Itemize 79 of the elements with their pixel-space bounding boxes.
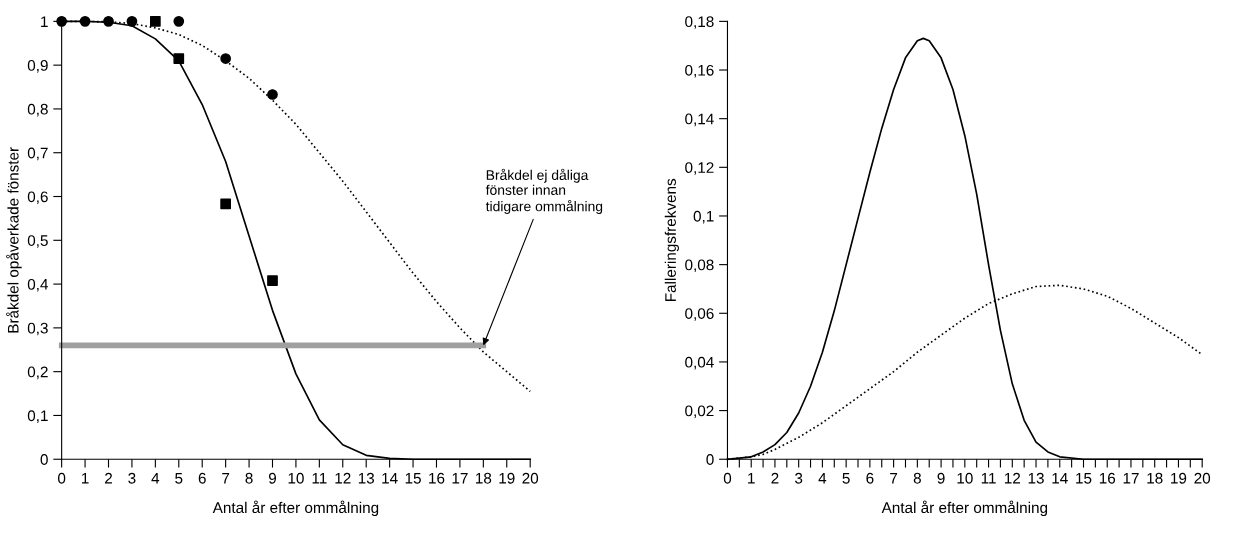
y-tick-label: 0,1 [27, 410, 48, 423]
x-tick-label: 9 [268, 472, 277, 484]
y-axis-title: Bråkdel opåverkade fönster [6, 147, 22, 333]
x-tick-label: 7 [890, 473, 898, 484]
point [150, 16, 161, 27]
x-tick-label: 16 [429, 472, 445, 484]
x-tick-label: 20 [522, 472, 539, 484]
point [220, 198, 231, 210]
x-tick-label: 14 [382, 473, 398, 484]
x-tick-label: 16 [1099, 472, 1116, 484]
point [126, 16, 138, 27]
x-tick-label: 9 [937, 472, 945, 484]
y-tick-label: 0,8 [27, 103, 48, 117]
x-tick-label: 17 [1123, 473, 1139, 484]
x-tick-label: 15 [1076, 473, 1092, 484]
point [103, 16, 114, 27]
x-tick-label: 13 [1028, 472, 1044, 484]
x-tick-label: 6 [198, 472, 206, 484]
x-tick-label: 1 [81, 473, 89, 484]
y-tick-label: 0,9 [27, 60, 48, 73]
x-tick-label: 1 [748, 473, 755, 484]
x-tick-label: 3 [128, 472, 136, 484]
x-tick-label: 0 [723, 472, 732, 484]
x-tick-label: 10 [957, 472, 973, 484]
x-tick-label: 8 [245, 472, 253, 484]
point [56, 16, 68, 27]
y-tick-label: 0 [40, 454, 48, 465]
x-tick-label: 12 [1004, 472, 1021, 484]
x-tick-label: 11 [981, 473, 996, 484]
x-axis-title: Antal år efter ommålning [881, 500, 1048, 517]
x-tick-label: 12 [335, 472, 351, 484]
y-tick-label: 0,12 [685, 162, 714, 175]
y-tick-label: 0,7 [27, 147, 48, 161]
point [173, 16, 185, 27]
y-tick-label: 0,04 [685, 356, 714, 370]
y-tick-label: 0,08 [685, 259, 714, 273]
x-tick-label: 13 [358, 472, 375, 484]
annotation: Bråkdel ej dåliga fönster innan tidigare ommålning [485, 168, 603, 215]
x-tick-label: 14 [1052, 473, 1068, 484]
x-tick-label: 11 [312, 473, 327, 484]
x-tick-label: 7 [222, 473, 230, 484]
x-tick-label: 18 [476, 472, 492, 484]
y-tick-label: 0,6 [27, 191, 48, 204]
x-tick-label: 19 [499, 472, 515, 484]
y-tick-label: 0,18 [685, 16, 714, 29]
point [173, 53, 185, 64]
point [267, 275, 278, 286]
y-tick-label: 0,5 [27, 235, 48, 248]
x-tick-label: 2 [771, 472, 779, 484]
point [79, 16, 91, 27]
x-tick-label: 6 [866, 472, 874, 484]
y-tick-label: 0,1 [693, 210, 714, 224]
y-tick-label: 0 [706, 454, 714, 465]
x-tick-label: 18 [1147, 472, 1163, 484]
x-tick-label: 8 [913, 472, 921, 484]
y-tick-label: 0,2 [27, 366, 48, 380]
x-tick-label: 5 [175, 473, 183, 484]
x-tick-label: 4 [151, 473, 160, 484]
x-tick-label: 4 [818, 473, 827, 484]
x-tick-label: 10 [288, 472, 304, 484]
x-tick-label: 3 [795, 472, 803, 484]
y-tick-label: 0,3 [27, 322, 48, 336]
y-tick-label: 0,02 [685, 405, 714, 419]
x-tick-label: 5 [842, 473, 850, 484]
y-tick-label: 1 [41, 16, 48, 27]
point [267, 89, 278, 100]
x-tick-label: 20 [1194, 472, 1211, 484]
x-axis-title: Antal år efter ommålning [212, 500, 379, 517]
y-tick-label: 0,14 [685, 113, 714, 127]
y-tick-label: 0,16 [685, 64, 714, 78]
point [220, 53, 231, 64]
y-axis-title: Falleringsfrekvens [664, 178, 679, 302]
x-tick-label: 2 [105, 472, 112, 484]
x-tick-label: 0 [58, 472, 66, 484]
x-tick-label: 17 [452, 473, 468, 484]
x-tick-label: 19 [1171, 472, 1187, 484]
x-tick-label: 15 [405, 473, 421, 484]
y-tick-label: 0,4 [27, 278, 49, 292]
y-tick-label: 0,06 [685, 308, 714, 321]
